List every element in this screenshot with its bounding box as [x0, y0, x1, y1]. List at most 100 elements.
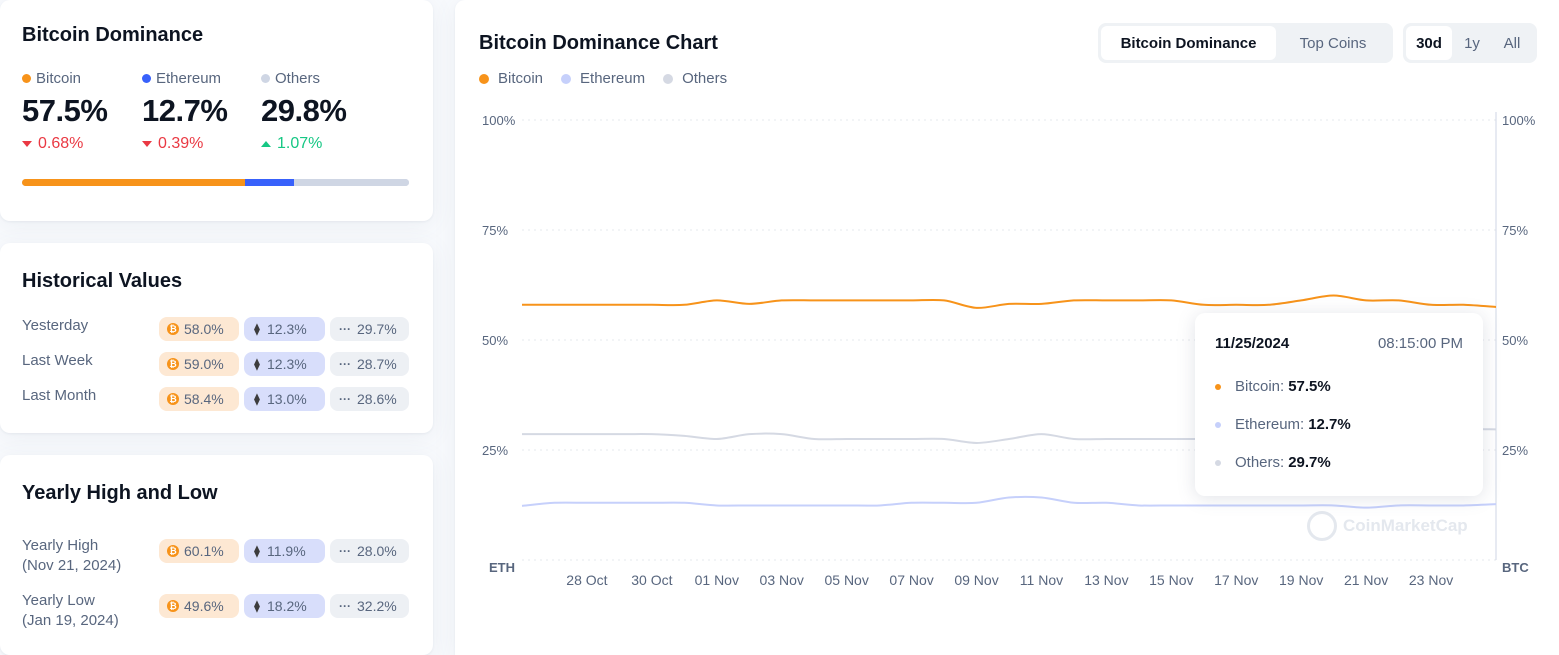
ethereum-dot-icon	[1215, 421, 1221, 428]
y-tick-right: 100%	[1502, 113, 1536, 128]
x-tick-label: 01 Nov	[695, 572, 739, 588]
dominance-bitcoin-value: 57.5%	[22, 93, 108, 128]
eth-value: 18.2%	[267, 598, 307, 614]
bitcoin-icon: ₿	[167, 600, 179, 612]
bitcoin-icon: ₿	[167, 545, 179, 557]
ellipsis-icon: ···	[339, 322, 351, 336]
tab-top-coins[interactable]: Top Coins	[1299, 34, 1367, 52]
historical-row: Last Month ₿ 58.4% ⧫ 13.0% ··· 28.6%	[22, 387, 412, 413]
others-dot-icon	[261, 74, 270, 83]
legend-item-bitcoin[interactable]: Bitcoin	[479, 70, 543, 87]
chart-card: Bitcoin Dominance Chart Bitcoin Ethereum…	[455, 0, 1559, 655]
chart-legend: Bitcoin Ethereum Others	[479, 70, 745, 87]
x-tick-label: 23 Nov	[1409, 572, 1453, 588]
dominance-title: Bitcoin Dominance	[22, 24, 204, 46]
legend-item-others[interactable]: Others	[663, 70, 727, 87]
y-tick-right: 50%	[1502, 333, 1528, 348]
tooltip-value: 12.7%	[1308, 416, 1351, 433]
btc-value: 60.1%	[184, 543, 224, 559]
dominance-others-change: 1.07%	[277, 135, 323, 152]
tooltip-value: 29.7%	[1288, 454, 1331, 471]
x-tick-label: 15 Nov	[1149, 572, 1193, 588]
tooltip-row-bitcoin: Bitcoin: 57.5%	[1215, 378, 1331, 395]
down-arrow-icon	[22, 141, 32, 147]
historical-row: Last Week ₿ 59.0% ⧫ 12.3% ··· 28.7%	[22, 352, 412, 378]
historical-row: Yesterday ₿ 58.0% ⧫ 12.3% ··· 29.7%	[22, 317, 412, 343]
eth-value: 12.3%	[267, 356, 307, 372]
coinmarketcap-watermark: CoinMarketCap	[1307, 511, 1468, 541]
ethereum-icon: ⧫	[254, 322, 260, 336]
watermark-text: CoinMarketCap	[1343, 516, 1468, 535]
dominance-others-label: Others	[275, 70, 321, 87]
others-value: 28.0%	[357, 543, 397, 559]
tooltip-value: 57.5%	[1288, 378, 1331, 395]
historical-title: Historical Values	[22, 270, 183, 292]
chart-tooltip: 11/25/2024 08:15:00 PM Bitcoin: 57.5% Eth…	[1195, 313, 1483, 496]
dominance-ethereum: Ethereum 12.7% 0.39%	[142, 70, 228, 153]
btc-value: 59.0%	[184, 356, 224, 372]
historical-row-label: Last Week	[22, 352, 93, 369]
btc-value: 49.6%	[184, 598, 224, 614]
range-30d[interactable]: 30d	[1406, 26, 1452, 60]
eth-pill: ⧫ 13.0%	[244, 387, 325, 411]
eth-value: 11.9%	[267, 543, 306, 559]
x-tick-label: 05 Nov	[824, 572, 868, 588]
legend-label: Bitcoin	[498, 70, 544, 87]
bitcoin-icon: ₿	[167, 323, 179, 335]
ethereum-icon: ⧫	[254, 599, 260, 613]
ellipsis-icon: ···	[339, 599, 351, 613]
stacked-bar-ethereum	[244, 179, 294, 186]
yearly-row: Yearly High (Nov 21, 2024) ₿ 60.1% ⧫ 11.9%…	[22, 537, 412, 579]
ethereum-dot-icon	[142, 74, 151, 83]
stacked-bar-others	[293, 179, 409, 186]
x-tick-label: 13 Nov	[1084, 572, 1128, 588]
others-value: 32.2%	[357, 598, 397, 614]
eth-value: 13.0%	[267, 391, 307, 407]
others-pill: ··· 28.0%	[330, 539, 409, 563]
x-tick-label: 28 Oct	[566, 572, 607, 588]
ellipsis-icon: ···	[339, 357, 351, 371]
ellipsis-icon: ···	[339, 392, 351, 406]
dominance-stacked-bar	[22, 179, 409, 186]
dominance-bitcoin: Bitcoin 57.5% 0.68%	[22, 70, 108, 153]
y-tick-right: 75%	[1502, 223, 1528, 238]
legend-item-ethereum[interactable]: Ethereum	[561, 70, 645, 87]
others-dot-icon	[1215, 459, 1221, 466]
btc-pill: ₿ 60.1%	[159, 539, 239, 563]
btc-value: 58.4%	[184, 391, 224, 407]
range-all[interactable]: All	[1503, 34, 1521, 52]
btc-pill: ₿ 58.0%	[159, 317, 239, 341]
tooltip-row-ethereum: Ethereum: 12.7%	[1215, 416, 1351, 433]
series-line-ethereum	[521, 495, 1497, 509]
y-axis-label-left: ETH	[489, 560, 515, 575]
yearly-row-date: (Jan 19, 2024)	[22, 612, 119, 629]
yearly-row: Yearly Low (Jan 19, 2024) ₿ 49.6% ⧫ 18.2% …	[22, 592, 412, 634]
historical-row-label: Yesterday	[22, 317, 89, 334]
dominance-others: Others 29.8% 1.07%	[261, 70, 347, 153]
tooltip-label: Others:	[1235, 454, 1285, 471]
others-pill: ··· 29.7%	[330, 317, 409, 341]
series-line-bitcoin	[522, 294, 1497, 309]
btc-pill: ₿ 59.0%	[159, 352, 239, 376]
dominance-ethereum-label: Ethereum	[156, 70, 222, 87]
y-tick-left: 25%	[482, 443, 508, 458]
dominance-line-chart[interactable]: 100% 100% 75% 75% 50% 50% 25% 25% ETH BTC 28 Oct 30…	[455, 0, 1559, 638]
ethereum-icon: ⧫	[254, 544, 260, 558]
dominance-others-value: 29.8%	[261, 93, 347, 128]
historical-row-label: Last Month	[22, 387, 97, 404]
dominance-ethereum-value: 12.7%	[142, 93, 228, 128]
eth-pill: ⧫ 11.9%	[244, 539, 325, 563]
eth-pill: ⧫ 12.3%	[244, 352, 325, 376]
bitcoin-dot-icon	[22, 74, 31, 83]
y-tick-left: 100%	[482, 113, 516, 128]
bitcoin-dot-icon	[1215, 383, 1221, 390]
yearly-row-label: Yearly Low	[22, 592, 95, 609]
dominance-ethereum-change: 0.39%	[158, 135, 204, 152]
y-tick-left: 50%	[482, 333, 508, 348]
dominance-card: Bitcoin Dominance Bitcoin 57.5% 0.68% Et…	[0, 0, 433, 221]
x-tick-label: 09 Nov	[954, 572, 998, 588]
btc-pill: ₿ 58.4%	[159, 387, 239, 411]
tab-bitcoin-dominance[interactable]: Bitcoin Dominance	[1101, 26, 1276, 60]
range-1y[interactable]: 1y	[1464, 34, 1480, 52]
ethereum-icon: ⧫	[254, 392, 260, 406]
